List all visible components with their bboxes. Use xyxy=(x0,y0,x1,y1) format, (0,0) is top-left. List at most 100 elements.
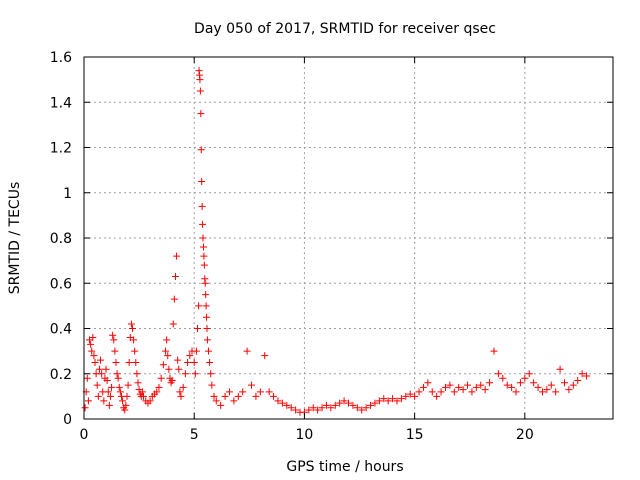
x-tick-label: 10 xyxy=(296,427,314,443)
data-point xyxy=(521,374,529,382)
y-tick-label: 0.6 xyxy=(50,276,72,292)
data-point xyxy=(353,404,361,412)
data-point xyxy=(411,392,419,400)
x-tick-label: 15 xyxy=(406,427,424,443)
data-point xyxy=(112,358,120,366)
data-point xyxy=(574,377,582,385)
data-point xyxy=(345,399,352,407)
data-point xyxy=(428,388,436,396)
data-point xyxy=(270,392,278,400)
data-point xyxy=(402,392,410,400)
data-point xyxy=(380,395,388,403)
data-point xyxy=(278,399,286,407)
data-point xyxy=(125,358,133,366)
data-point xyxy=(198,177,206,185)
data-point xyxy=(196,87,204,95)
data-point xyxy=(516,379,524,387)
data-point xyxy=(195,302,203,310)
data-point xyxy=(248,381,256,389)
data-point xyxy=(367,401,375,409)
data-point xyxy=(389,395,397,403)
data-point xyxy=(199,220,207,228)
data-point xyxy=(198,202,206,210)
data-point xyxy=(169,320,177,328)
data-point xyxy=(116,388,124,396)
data-point xyxy=(415,388,423,396)
data-point xyxy=(459,386,467,394)
data-point xyxy=(179,383,187,391)
data-point xyxy=(406,390,414,398)
data-point xyxy=(102,365,110,373)
data-point xyxy=(252,392,260,400)
data-point xyxy=(200,261,208,269)
data-point xyxy=(371,399,379,407)
data-point xyxy=(200,252,208,260)
data-point xyxy=(552,388,560,396)
y-tick-label: 0.4 xyxy=(50,322,72,338)
data-point xyxy=(124,381,132,389)
data-point xyxy=(494,370,502,378)
data-point xyxy=(174,356,182,364)
y-tick-label: 1.6 xyxy=(50,50,72,66)
data-point xyxy=(89,334,97,342)
data-point xyxy=(109,331,117,339)
data-point xyxy=(173,252,181,260)
data-point xyxy=(569,381,577,389)
data-point xyxy=(225,388,233,396)
y-axis-label: SRMTID / TECUs xyxy=(7,182,23,295)
data-point xyxy=(261,352,269,360)
data-point xyxy=(305,406,313,414)
data-point xyxy=(168,377,176,385)
data-point xyxy=(114,374,122,382)
data-point xyxy=(309,404,317,412)
data-point xyxy=(530,379,538,387)
data-point xyxy=(210,392,218,400)
data-point xyxy=(132,358,140,366)
data-point xyxy=(133,370,141,378)
data-point xyxy=(205,347,213,355)
data-point xyxy=(197,146,205,154)
data-point xyxy=(327,404,335,412)
data-point xyxy=(384,397,392,405)
data-point xyxy=(525,370,533,378)
data-point xyxy=(217,401,225,409)
x-tick-label: 0 xyxy=(80,427,89,443)
data-point xyxy=(196,76,204,84)
data-point xyxy=(146,397,154,405)
y-tick-labels: 0 0.2 0.4 0.6 0.8 1 1.2 1.4 1.6 xyxy=(50,50,72,428)
data-points xyxy=(81,67,591,416)
y-tick-label: 1.4 xyxy=(50,95,72,111)
data-point xyxy=(119,397,127,405)
data-point xyxy=(336,399,344,407)
data-point xyxy=(292,406,300,414)
data-point xyxy=(318,404,326,412)
data-point xyxy=(578,370,586,378)
data-point xyxy=(87,340,95,348)
data-point xyxy=(164,352,172,360)
data-point xyxy=(243,347,251,355)
data-point xyxy=(91,358,99,366)
data-point xyxy=(105,401,113,409)
data-point xyxy=(499,374,507,382)
x-axis-label: GPS time / hours xyxy=(286,459,403,475)
data-point xyxy=(84,397,92,405)
data-point xyxy=(175,365,183,373)
data-point xyxy=(206,358,214,366)
data-point xyxy=(88,347,96,355)
data-point xyxy=(104,388,112,396)
data-point xyxy=(199,243,207,251)
data-point xyxy=(556,365,564,373)
chart-title: Day 050 of 2017, SRMTID for receiver qse… xyxy=(194,21,496,37)
y-tick-label: 0.8 xyxy=(50,231,72,247)
data-point xyxy=(331,401,339,409)
data-point xyxy=(446,381,454,389)
data-point xyxy=(157,374,165,382)
data-point xyxy=(123,392,131,400)
data-point xyxy=(287,404,295,412)
data-point xyxy=(203,313,211,321)
data-point xyxy=(234,392,242,400)
data-point xyxy=(184,358,192,366)
data-point xyxy=(274,397,282,405)
data-point xyxy=(468,388,476,396)
y-tick-label: 1.2 xyxy=(50,141,72,157)
